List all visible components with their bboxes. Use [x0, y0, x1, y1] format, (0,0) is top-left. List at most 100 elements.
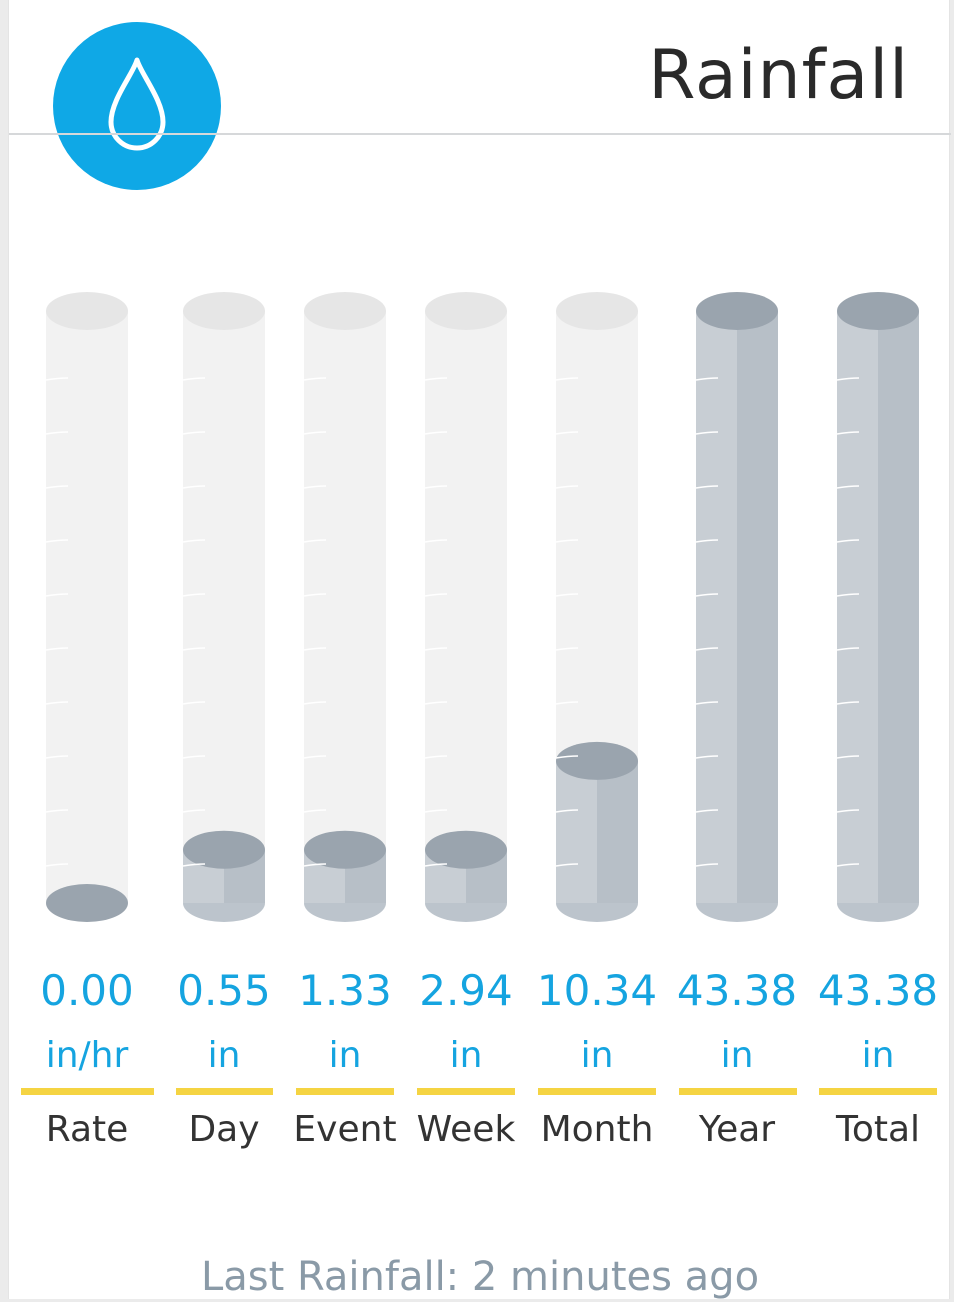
tube-tick: [836, 701, 860, 705]
tube-tick: [303, 809, 327, 813]
tube-tick: [424, 809, 448, 813]
gauge-value: 2.94: [419, 966, 513, 1015]
tube-tick: [836, 809, 860, 813]
gauge-unit: in: [449, 1035, 483, 1076]
tube-tick: [555, 377, 579, 381]
gauge-unit: in: [207, 1035, 241, 1076]
fill-left: [696, 311, 737, 903]
tube-top-cap: [46, 292, 128, 330]
tube-tick: [836, 593, 860, 597]
tube-tick: [303, 647, 327, 651]
tube-tick: [424, 593, 448, 597]
tube-tick: [555, 485, 579, 489]
tube-tick: [555, 701, 579, 705]
fill-left: [837, 311, 878, 903]
tube-tick: [424, 647, 448, 651]
fill-bottom: [425, 903, 507, 922]
gauge-underline: [538, 1088, 656, 1095]
tube-tick: [424, 377, 448, 381]
gauge-unit: in/hr: [45, 1035, 129, 1076]
tube-tick: [695, 755, 719, 759]
header-divider: [9, 133, 951, 135]
gauge-unit: in: [861, 1035, 895, 1076]
last-rainfall-text: Last Rainfall: 2 minutes ago: [200, 1254, 760, 1300]
fill-bottom: [556, 903, 638, 922]
gauge-value: 0.00: [40, 966, 134, 1015]
tube-tick: [695, 539, 719, 543]
rainfall-card: Rainfall 0.00 in/hr Rate 0.55 in Day 1.33 in Eve…: [8, 0, 951, 1300]
tube-tick: [555, 431, 579, 435]
tube-tick: [695, 485, 719, 489]
gauge-underline: [21, 1088, 154, 1095]
fill-level-week: [425, 830, 507, 869]
gauge-underline: [176, 1088, 273, 1095]
tube-body-week: [425, 311, 507, 903]
tube-tick: [303, 593, 327, 597]
fill-level-total: [837, 292, 919, 330]
tube-tick: [182, 593, 206, 597]
tube-tick: [695, 809, 719, 813]
gauge-unit: in: [720, 1035, 754, 1076]
tube-tick: [695, 431, 719, 435]
tube-tick: [836, 539, 860, 543]
fill-bottom: [837, 903, 919, 922]
fill-level-rate: [46, 884, 128, 922]
gauge-label: Month: [540, 1109, 654, 1150]
gauge-unit: in: [580, 1035, 614, 1076]
fill-level-month: [556, 741, 638, 780]
tube-tick: [836, 647, 860, 651]
tube-top-cap: [183, 292, 265, 330]
tube-top-cap: [304, 292, 386, 330]
tube-tick: [555, 593, 579, 597]
tube-body-rate: [46, 311, 128, 903]
tube-tick: [424, 755, 448, 759]
gauge-value: 0.55: [177, 966, 271, 1015]
gauge-label: Event: [293, 1109, 397, 1150]
tube-tick: [555, 647, 579, 651]
tube-body-day: [183, 311, 265, 903]
gauge-label: Total: [835, 1109, 921, 1150]
tube-top-cap: [425, 292, 507, 330]
tube-tick: [45, 539, 69, 543]
tube-tick: [182, 701, 206, 705]
tube-tick: [836, 431, 860, 435]
tube-tick: [45, 701, 69, 705]
gauge-underline: [296, 1088, 394, 1095]
fill-bottom: [183, 903, 265, 922]
gauge-value: 1.33: [298, 966, 392, 1015]
tube-tick: [303, 485, 327, 489]
fill-right: [878, 311, 919, 903]
tube-body-event: [304, 311, 386, 903]
fill-level-event: [304, 830, 386, 869]
tube-tick: [303, 755, 327, 759]
tube-tick: [182, 755, 206, 759]
tube-tick: [695, 593, 719, 597]
tube-tick: [836, 377, 860, 381]
tube-tick: [303, 701, 327, 705]
fill-bottom: [696, 903, 778, 922]
tube-tick: [424, 485, 448, 489]
gauge-underline: [679, 1088, 797, 1095]
rainfall-badge: [53, 22, 221, 190]
gauge-label: Year: [698, 1109, 776, 1150]
tube-tick: [45, 593, 69, 597]
tube-tick: [45, 809, 69, 813]
tube-tick: [424, 863, 448, 867]
tube-tick: [45, 863, 69, 867]
fill-bottom: [304, 903, 386, 922]
tube-top-cap: [556, 292, 638, 330]
tube-tick: [182, 863, 206, 867]
rain-gauge-tubes: [45, 292, 919, 922]
gauge-underline: [819, 1088, 937, 1095]
page-title: Rainfall: [648, 36, 909, 115]
tube-tick: [695, 647, 719, 651]
tube-tick: [555, 863, 579, 867]
gauge-value: 10.34: [536, 966, 658, 1015]
tube-tick: [695, 701, 719, 705]
tube-tick: [45, 431, 69, 435]
tube-tick: [182, 539, 206, 543]
fill-left: [556, 760, 597, 903]
fill-level-year: [696, 292, 778, 330]
tube-tick: [695, 377, 719, 381]
tube-tick: [303, 539, 327, 543]
